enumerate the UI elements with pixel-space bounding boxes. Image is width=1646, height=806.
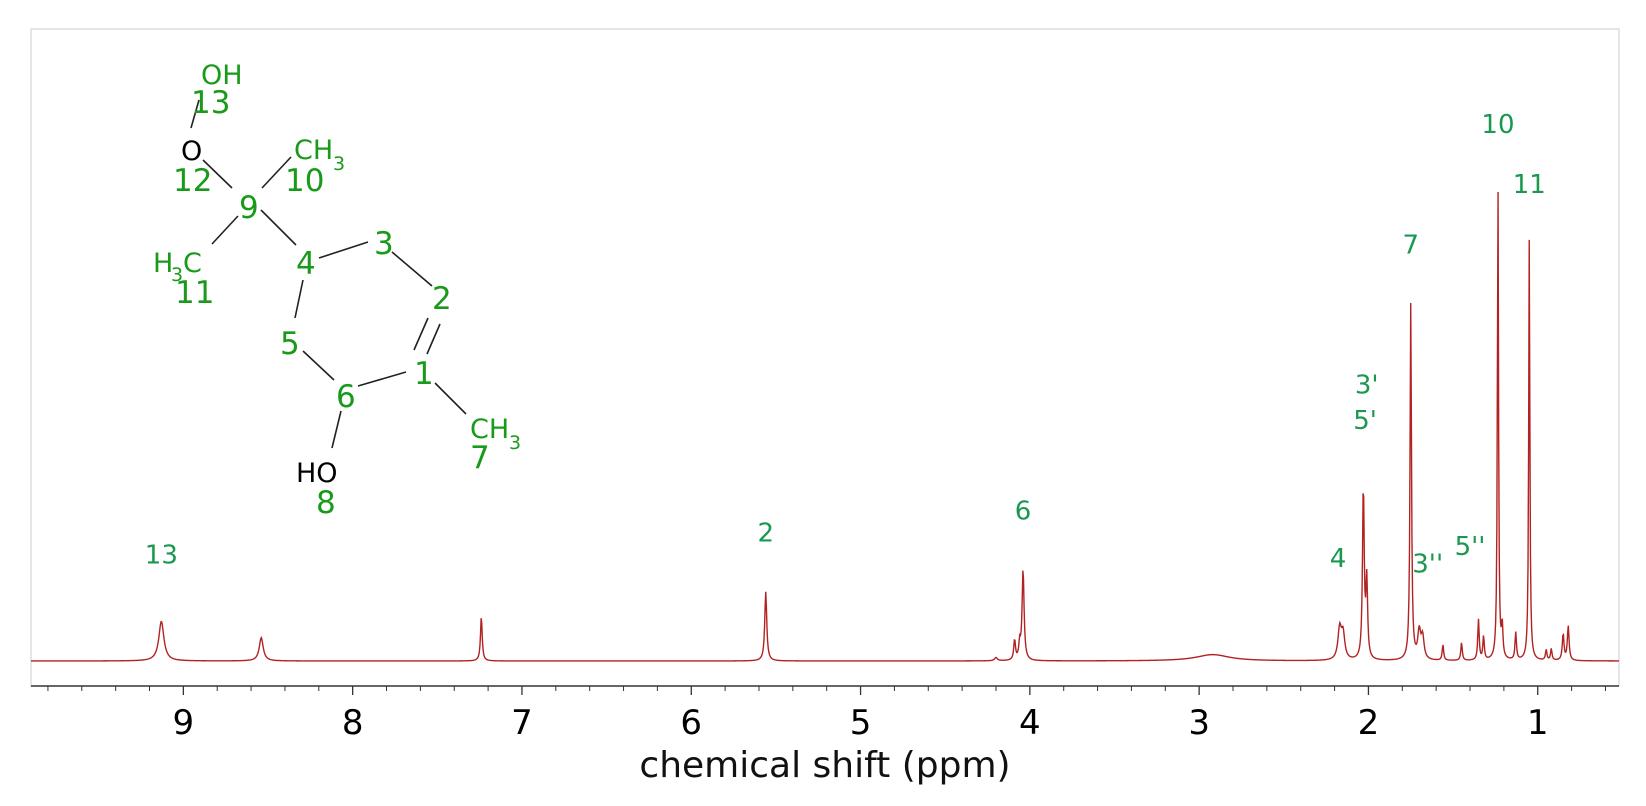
atom-1-number: 1 <box>414 356 434 392</box>
atom-11-label-h: H <box>153 248 173 279</box>
peak-label: 2 <box>757 519 774 549</box>
peak-label: 13 <box>145 540 178 570</box>
atom-11-number: 11 <box>175 275 214 311</box>
bond-1-7 <box>434 382 467 415</box>
bond-6-1 <box>357 371 407 387</box>
atom-2-number: 2 <box>432 281 452 317</box>
atom-8-number: 8 <box>316 485 336 521</box>
x-tick-label: 8 <box>342 703 364 743</box>
atom-5-number: 5 <box>280 326 300 362</box>
bond-11-9 <box>211 215 239 245</box>
bond-3-2 <box>391 251 433 287</box>
x-tick-label: 4 <box>1019 703 1041 743</box>
atom-10-label: CH <box>294 135 333 166</box>
atom-7-number: 7 <box>470 440 490 476</box>
peak-label: 3' <box>1355 370 1379 400</box>
atom-11-subscript: 3 <box>171 264 183 286</box>
atom-8-label: HO <box>296 458 338 489</box>
bond-2-1-b <box>426 323 441 355</box>
bond-4-3 <box>318 241 369 259</box>
atom-12-label: O <box>181 136 202 167</box>
bond-4-5 <box>294 279 304 319</box>
peak-label: 4 <box>1330 544 1347 574</box>
x-axis-label: chemical shift (ppm) <box>639 745 1010 786</box>
bond-10-9 <box>261 156 292 189</box>
bond-13-12 <box>190 99 200 129</box>
atom-13-number: 13 <box>191 85 230 121</box>
bond-2-1-a <box>413 317 429 351</box>
atom-12-number: 12 <box>173 163 212 199</box>
peak-label: 10 <box>1481 110 1514 140</box>
atom-10-number: 10 <box>285 163 324 199</box>
x-tick-label: 1 <box>1527 703 1549 743</box>
atom-7-subscript: 3 <box>509 432 521 454</box>
plot-frame <box>30 28 1620 687</box>
atom-4-number: 4 <box>296 246 316 282</box>
bond-9-4 <box>260 209 297 246</box>
peak-label: 7 <box>1402 230 1419 260</box>
atom-10-subscript: 3 <box>333 153 345 175</box>
bond-12-9 <box>202 159 233 189</box>
atom-11-label-c: C <box>183 248 202 279</box>
peak-label: 11 <box>1513 170 1546 200</box>
molecule-structure: OH 13 O 12 CH 3 10 9 H 3 C 11 4 3 2 5 1 … <box>153 60 521 521</box>
x-axis: 9 8 7 6 5 4 3 2 1 <box>31 685 1619 743</box>
peak-label: 5'' <box>1455 532 1486 562</box>
x-tick-label: 5 <box>850 703 872 743</box>
x-tick-label: 3 <box>1188 703 1210 743</box>
atom-3-number: 3 <box>374 226 394 262</box>
peak-label: 3'' <box>1412 549 1443 579</box>
x-tick-label: 6 <box>680 703 702 743</box>
atom-6-number: 6 <box>336 379 356 415</box>
bond-5-6 <box>302 350 335 381</box>
x-tick-label: 9 <box>173 703 195 743</box>
peak-label: 6 <box>1015 496 1032 526</box>
x-tick-label: 7 <box>511 703 533 743</box>
atom-13-label: OH <box>201 60 243 91</box>
bond-6-8 <box>331 410 342 449</box>
spectrum-line <box>31 192 1620 662</box>
peak-label: 5' <box>1353 406 1377 436</box>
atom-7-label: CH <box>470 414 509 445</box>
x-tick-label: 2 <box>1358 703 1380 743</box>
atom-9-number: 9 <box>239 190 259 226</box>
